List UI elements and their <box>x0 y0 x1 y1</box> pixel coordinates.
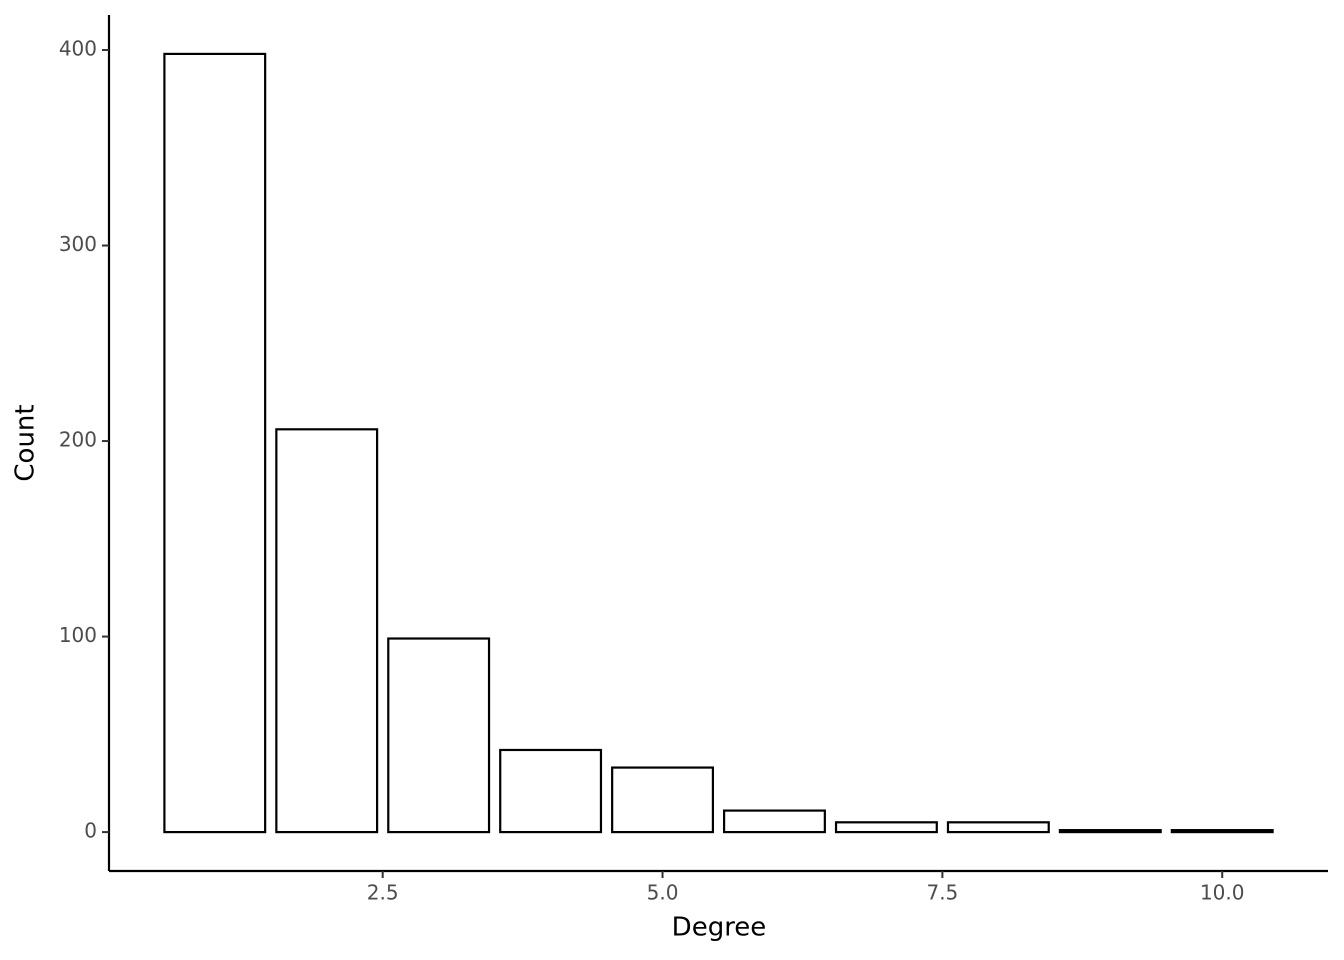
bar <box>163 52 267 834</box>
bar <box>834 821 938 834</box>
bar <box>611 766 715 834</box>
x-tick-label: 7.5 <box>926 881 958 905</box>
x-tick-label: 10.0 <box>1200 881 1245 905</box>
y-tick-label: 100 <box>59 623 97 647</box>
y-tick-label: 0 <box>84 819 97 843</box>
x-axis-title: Degree <box>672 913 767 943</box>
bar <box>499 748 603 834</box>
y-tick-label: 400 <box>59 36 97 60</box>
x-tick-label: 2.5 <box>367 881 399 905</box>
bar <box>722 809 826 834</box>
bar <box>275 428 379 834</box>
y-axis-title: Count <box>11 404 41 481</box>
bar <box>946 821 1050 834</box>
bar <box>1170 829 1274 834</box>
y-tick-label: 200 <box>59 428 97 452</box>
x-tick-label: 5.0 <box>647 881 679 905</box>
bar <box>387 637 491 834</box>
y-tick-label: 300 <box>59 232 97 256</box>
bar <box>1058 829 1162 834</box>
